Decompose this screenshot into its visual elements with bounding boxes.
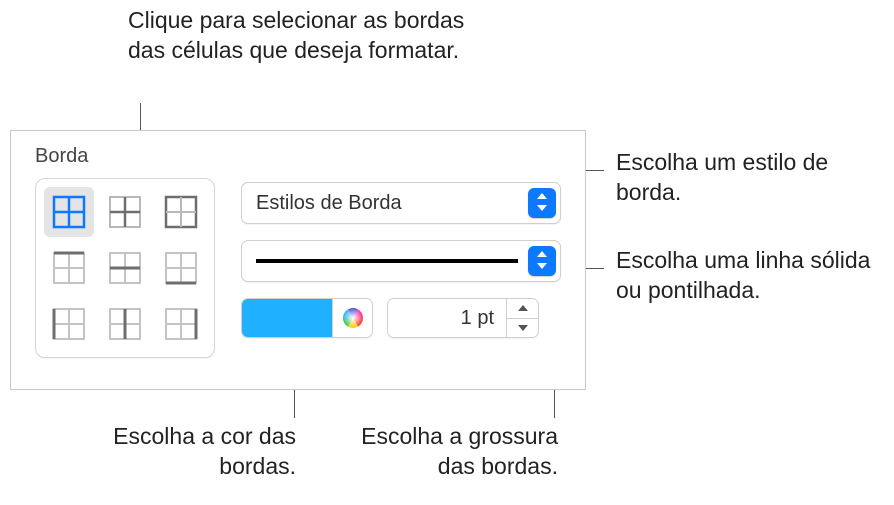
border-styles-label: Estilos de Borda bbox=[256, 192, 528, 215]
thickness-value: 1 pt bbox=[388, 299, 506, 337]
border-top-icon bbox=[51, 250, 87, 286]
border-panel: Borda bbox=[10, 130, 586, 390]
border-bottom-icon bbox=[163, 250, 199, 286]
stepper-arrows bbox=[506, 299, 538, 337]
callout-thickness: Escolha a grossura das bordas. bbox=[328, 422, 558, 482]
border-vertical-icon bbox=[107, 306, 143, 342]
border-horizontal-icon bbox=[107, 250, 143, 286]
line-type-dropdown[interactable] bbox=[241, 240, 561, 282]
border-option-bottom[interactable] bbox=[156, 243, 206, 293]
color-swatch bbox=[242, 299, 332, 337]
border-option-top[interactable] bbox=[44, 243, 94, 293]
callout-color: Escolha a cor das bordas. bbox=[96, 422, 296, 482]
border-outer-icon bbox=[163, 194, 199, 230]
color-wheel-icon bbox=[341, 306, 365, 330]
color-wheel-button[interactable] bbox=[332, 299, 372, 337]
callout-right-style: Escolha um estilo de borda. bbox=[616, 148, 876, 208]
border-selection-grid bbox=[35, 178, 215, 358]
border-option-vertical[interactable] bbox=[100, 299, 150, 349]
stepper-up-button[interactable] bbox=[507, 299, 538, 319]
callout-top: Clique para selecionar as bordas das cél… bbox=[128, 6, 468, 66]
stepper-down-button[interactable] bbox=[507, 319, 538, 338]
border-option-right[interactable] bbox=[156, 299, 206, 349]
border-option-inner[interactable] bbox=[100, 187, 150, 237]
color-thickness-row: 1 pt bbox=[241, 298, 561, 338]
border-inner-icon bbox=[107, 194, 143, 230]
chevron-up-icon bbox=[518, 305, 528, 311]
chevron-down-icon bbox=[518, 325, 528, 331]
border-option-horizontal[interactable] bbox=[100, 243, 150, 293]
line-preview-icon bbox=[256, 259, 518, 263]
border-all-icon bbox=[51, 194, 87, 230]
border-right-icon bbox=[163, 306, 199, 342]
chevron-down-icon bbox=[528, 188, 556, 218]
thickness-stepper[interactable]: 1 pt bbox=[387, 298, 539, 338]
border-option-left[interactable] bbox=[44, 299, 94, 349]
panel-body: Estilos de Borda bbox=[35, 178, 561, 358]
panel-title: Borda bbox=[35, 145, 561, 168]
callout-right-line: Escolha uma linha sólida ou pontilhada. bbox=[616, 246, 886, 306]
border-styles-dropdown[interactable]: Estilos de Borda bbox=[241, 182, 561, 224]
border-option-all[interactable] bbox=[44, 187, 94, 237]
border-controls: Estilos de Borda bbox=[241, 178, 561, 358]
chevron-down-icon bbox=[528, 246, 556, 276]
border-option-outer[interactable] bbox=[156, 187, 206, 237]
border-color-well[interactable] bbox=[241, 298, 373, 338]
border-left-icon bbox=[51, 306, 87, 342]
